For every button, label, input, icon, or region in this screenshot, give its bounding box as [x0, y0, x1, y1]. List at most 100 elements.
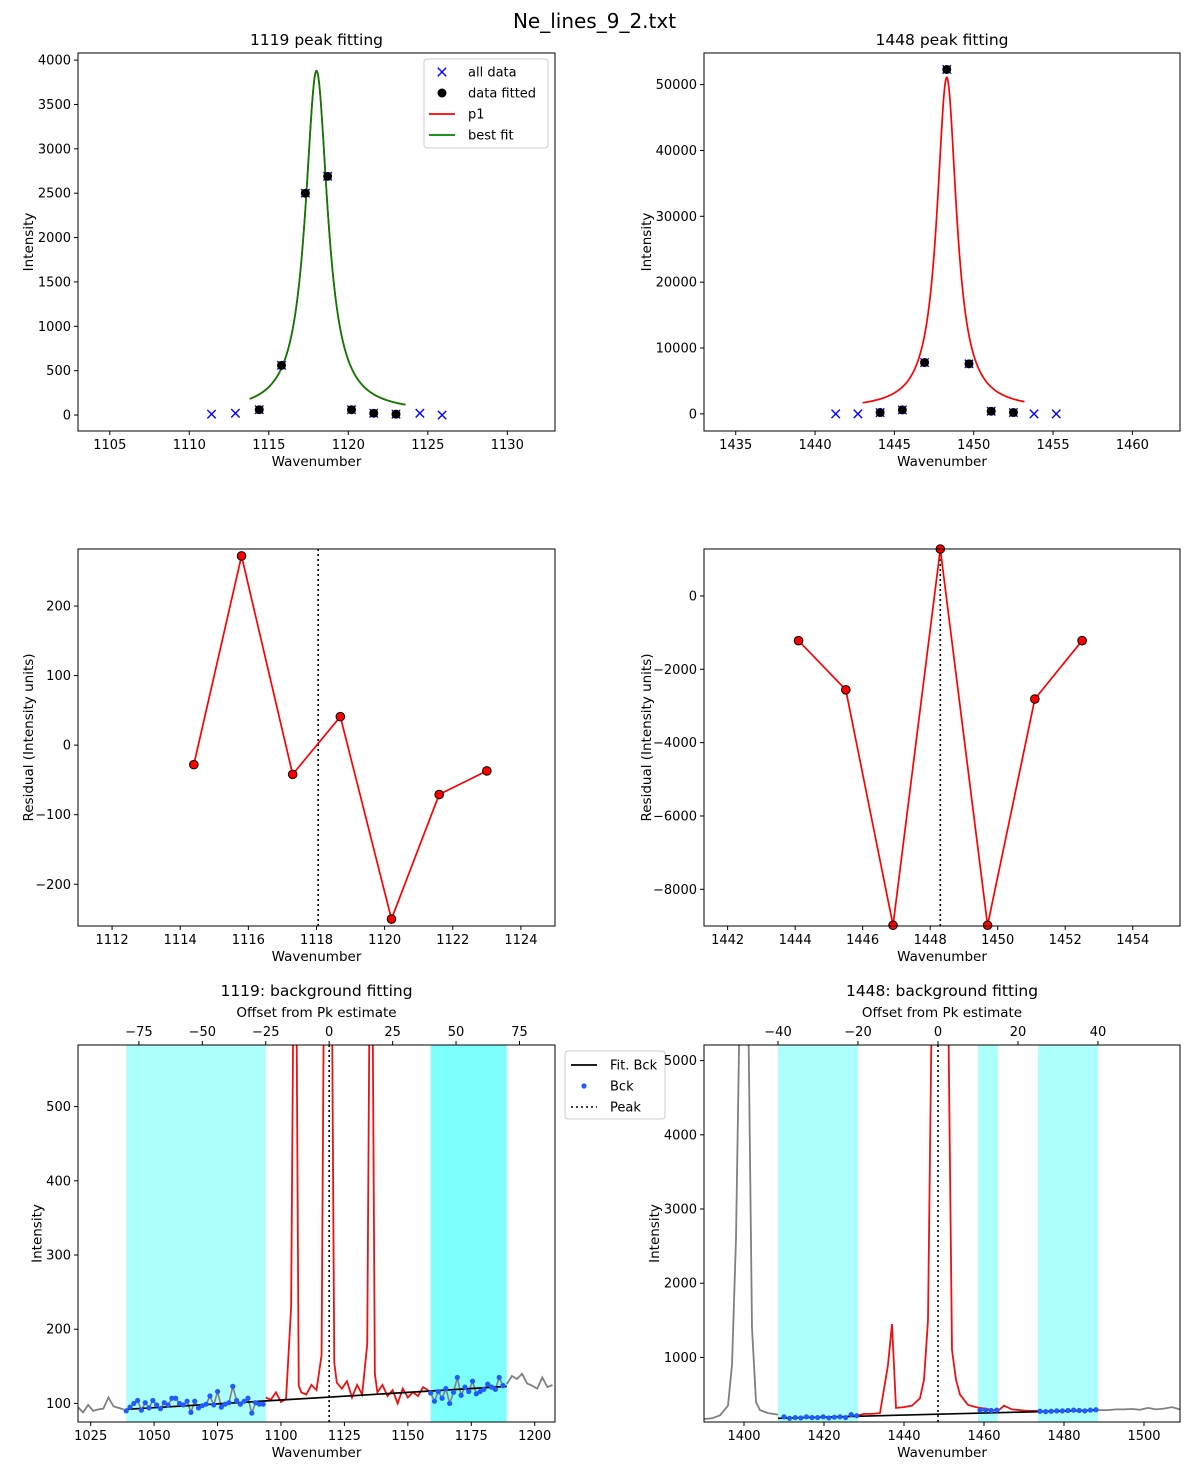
bck-point — [837, 1414, 843, 1420]
residual-point — [287, 769, 298, 780]
all-data-point — [1051, 409, 1061, 419]
x-tick-label: 1442 — [711, 933, 744, 948]
top-x-tick-label: −25 — [252, 1025, 279, 1040]
bck-point — [443, 1386, 449, 1392]
y-tick-label: 2000 — [38, 231, 71, 246]
x-tick-label: 1114 — [164, 933, 197, 948]
x-axis-label: Wavenumber — [897, 949, 987, 965]
bck-point — [458, 1392, 464, 1398]
bck-point — [169, 1395, 175, 1401]
top-x-tick-label: −50 — [189, 1025, 216, 1040]
y-tick-label: 200 — [46, 600, 71, 615]
y-axis-label: Residual (Intensity units) — [21, 653, 37, 821]
top-x-tick-label: 0 — [934, 1025, 942, 1040]
bck-point — [787, 1415, 793, 1421]
bck-point — [157, 1406, 164, 1412]
residual-point — [335, 711, 346, 722]
data-fitted-point — [964, 359, 974, 369]
legend-all-data-marker — [437, 67, 447, 77]
data-fitted-point — [277, 360, 287, 370]
bck-point — [226, 1400, 232, 1406]
residual-point — [482, 766, 492, 776]
legend-label: all data — [468, 66, 517, 81]
axes-frame — [703, 52, 1181, 432]
y-tick-label: 2500 — [38, 187, 71, 202]
bck-point — [854, 1413, 860, 1419]
bck-point — [439, 1395, 445, 1401]
bck-point — [473, 1391, 479, 1397]
top-x-tick-label: 75 — [511, 1025, 528, 1040]
bck-point — [826, 1415, 832, 1421]
residual-points — [189, 551, 492, 924]
y-tick-label: 4000 — [38, 54, 71, 69]
x-tick-label: 1454 — [1116, 933, 1149, 948]
chart-title: 1119: background fitting — [220, 982, 412, 1000]
spectrum-outside-line — [1098, 1406, 1180, 1412]
data-fitted-point — [323, 171, 333, 181]
top-x-axis-label: Offset from Pk estimate — [862, 1005, 1022, 1021]
residual-point — [840, 685, 851, 695]
y-tick-label: 500 — [46, 1100, 71, 1115]
x-tick-label: 1450 — [981, 933, 1014, 948]
all-data-point — [853, 409, 863, 419]
x-tick-label: 1448 — [914, 933, 947, 948]
top-x-tick-label: 25 — [384, 1025, 401, 1040]
bck-point — [500, 1383, 506, 1389]
x-tick-label: 1444 — [779, 933, 812, 948]
legend-label: Bck — [610, 1080, 634, 1095]
residual-point — [386, 914, 397, 924]
data-fitted-point — [920, 358, 930, 368]
y-tick-label: 300 — [46, 1249, 71, 1264]
bck-point — [815, 1414, 821, 1421]
y-tick-label: 1500 — [38, 275, 71, 290]
residual-points — [793, 544, 1087, 931]
plot-area — [78, 1045, 553, 1422]
x-tick-label: 1112 — [96, 933, 129, 948]
x-tick-label: 1500 — [1127, 1429, 1160, 1444]
x-tick-label: 1116 — [232, 933, 265, 948]
bck-point — [792, 1414, 798, 1421]
y-tick-label: 0 — [689, 407, 697, 422]
y-tick-label: 4000 — [664, 1128, 697, 1143]
chart-resid1119: 1112 1114 1116 1118 1120 1122 1124 −200 −100 0 100… — [21, 548, 556, 965]
legend-label: p1 — [468, 108, 485, 123]
figure-suptitle: Ne_lines_9_2.txt — [513, 9, 676, 33]
data-fitted-point — [1008, 408, 1018, 418]
bck-point — [809, 1414, 815, 1421]
residual-point — [434, 789, 444, 800]
bck-point — [230, 1383, 236, 1389]
bck-point — [173, 1395, 179, 1401]
best-fit-curve — [249, 69, 406, 406]
bck-point — [207, 1393, 213, 1399]
bck-point — [1071, 1407, 1077, 1413]
bck-point — [781, 1414, 787, 1420]
data-fitted-point — [986, 406, 996, 416]
bck-point — [245, 1395, 251, 1401]
bck-point — [428, 1390, 434, 1396]
residual-line — [193, 555, 488, 922]
p1-curve — [249, 69, 406, 406]
chart-bg1119: 1025 1050 1075 1100 1125 1150 1175 1200 100 200 30… — [29, 982, 666, 1461]
bck-point — [218, 1404, 224, 1410]
y-tick-label: −8000 — [653, 883, 697, 898]
peak-region-spectrum — [265, 1045, 429, 1407]
legend-label: data fitted — [468, 87, 536, 102]
data-fitted-point — [300, 188, 310, 198]
bck-point — [1054, 1408, 1060, 1414]
y-tick-label: 1000 — [664, 1351, 697, 1366]
bck-point — [831, 1414, 838, 1420]
residual-point — [888, 920, 898, 931]
y-tick-label: 0 — [63, 739, 71, 754]
bck-point — [820, 1414, 826, 1420]
all-data-point — [1029, 409, 1039, 419]
x-tick-label: 1124 — [504, 933, 537, 948]
legend-data-fitted-marker — [437, 88, 447, 98]
bck-point — [211, 1402, 217, 1408]
bck-point — [233, 1397, 240, 1404]
top-x-tick-label: −20 — [844, 1025, 871, 1040]
x-tick-label: 1460 — [967, 1429, 1000, 1444]
bck-point — [435, 1388, 441, 1395]
bck-point — [1076, 1407, 1082, 1414]
x-tick-label: 1125 — [411, 438, 444, 453]
